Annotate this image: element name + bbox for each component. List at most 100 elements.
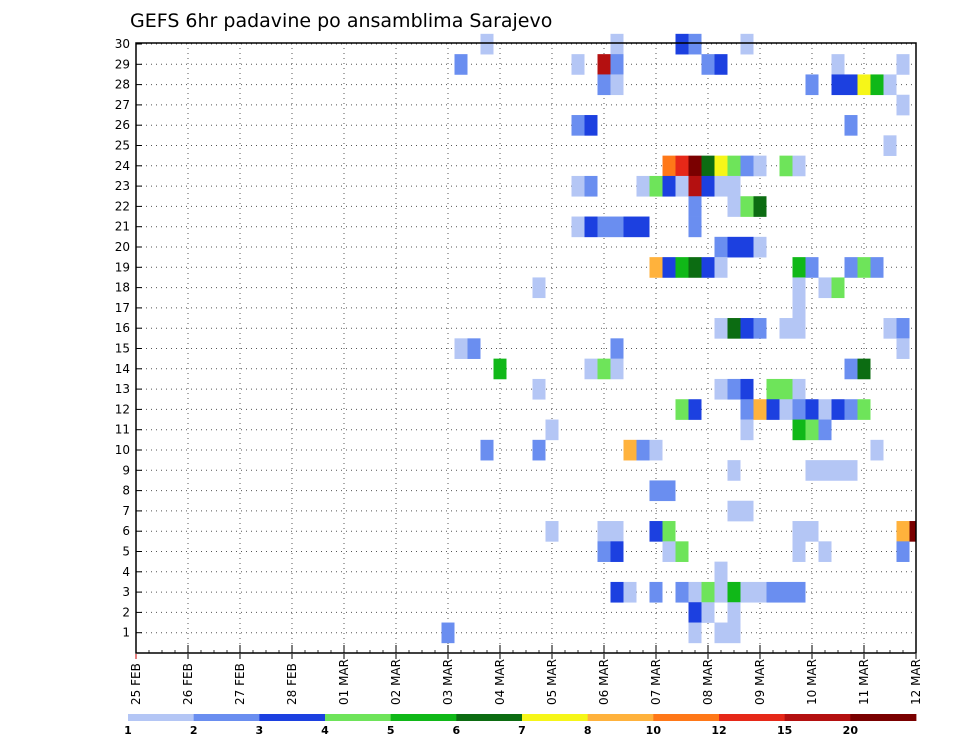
precip-cell	[753, 581, 767, 603]
precip-cell	[662, 521, 676, 542]
precip-cell	[675, 541, 689, 562]
colorbar-segment	[653, 714, 720, 721]
precip-cell	[597, 54, 611, 75]
precip-cell	[844, 257, 858, 278]
precip-cell	[727, 500, 741, 522]
precip-cell	[766, 581, 780, 603]
colorbar-segment	[390, 714, 457, 721]
precip-cell	[597, 541, 611, 562]
y-tick-label: 28	[115, 78, 130, 92]
precip-cell	[870, 439, 884, 461]
precip-cell	[818, 541, 832, 562]
precip-cell	[610, 358, 624, 380]
precip-cell	[584, 175, 598, 197]
precip-cell	[610, 33, 624, 55]
precip-cell	[688, 196, 702, 217]
precip-cell	[740, 500, 754, 522]
precip-cell	[662, 155, 676, 177]
precip-cell	[727, 622, 741, 644]
precip-cell	[584, 216, 598, 238]
precip-cell	[792, 521, 806, 542]
precip-cell	[623, 439, 637, 461]
precip-cell	[896, 521, 910, 542]
precip-cell	[636, 216, 650, 238]
y-tick-label: 11	[115, 423, 130, 437]
y-tick-label: 8	[122, 484, 130, 498]
y-tick-label: 20	[115, 240, 130, 254]
precip-cell	[688, 399, 702, 420]
colorbar-label: 6	[453, 724, 461, 737]
precip-cell	[649, 257, 663, 278]
colorbar-segment	[456, 714, 523, 721]
precip-cell	[688, 602, 702, 623]
precip-cell	[883, 135, 897, 156]
precip-cell	[623, 581, 637, 603]
precip-cell	[844, 399, 858, 420]
precip-cell	[701, 175, 715, 197]
precip-cell	[714, 581, 728, 603]
y-tick-label: 2	[122, 605, 130, 619]
x-tick-label: 25 FEB	[129, 663, 143, 705]
precip-cell	[610, 581, 624, 603]
precip-cell	[545, 419, 559, 441]
precip-cell	[675, 175, 689, 197]
colorbar-label: 15	[777, 724, 792, 737]
precip-cell	[766, 378, 780, 400]
precip-cell	[740, 378, 754, 400]
precip-cell	[792, 581, 806, 603]
precip-cell	[753, 196, 767, 217]
y-tick-label: 10	[115, 443, 130, 457]
precip-cell	[831, 277, 845, 299]
precip-cell	[727, 236, 741, 258]
precip-cell	[545, 521, 559, 542]
precip-cell	[662, 480, 676, 502]
precip-cell	[909, 521, 916, 542]
precip-cell	[571, 216, 585, 238]
precip-cell	[805, 419, 819, 441]
precip-cell	[805, 257, 819, 278]
precip-cell	[792, 541, 806, 562]
x-tick-label: 07 MAR	[649, 659, 663, 705]
y-tick-label: 25	[115, 139, 130, 153]
grid-layer	[136, 43, 916, 653]
precip-cell	[792, 257, 806, 278]
precip-cell	[714, 236, 728, 258]
precip-cell	[662, 175, 676, 197]
precip-cell	[480, 439, 494, 461]
precip-cell	[662, 541, 676, 562]
precip-cell	[649, 175, 663, 197]
precip-cell	[675, 155, 689, 177]
x-tick-label: 11 MAR	[857, 659, 871, 705]
x-tick-label: 26 FEB	[181, 663, 195, 705]
y-tick-label: 1	[122, 626, 130, 640]
x-tick-label: 10 MAR	[805, 659, 819, 705]
y-tick-label: 21	[115, 220, 130, 234]
precip-cell	[883, 74, 897, 96]
precip-cell	[883, 318, 897, 339]
precip-cell	[623, 216, 637, 238]
precip-cell	[753, 155, 767, 177]
precip-cell	[714, 561, 728, 583]
precip-cell	[727, 175, 741, 197]
precip-cell	[805, 521, 819, 542]
y-tick-label: 13	[115, 382, 130, 396]
precip-cell	[688, 257, 702, 278]
precip-cell	[805, 460, 819, 481]
precip-cell	[792, 399, 806, 420]
precip-cell	[441, 622, 455, 644]
precip-cell	[649, 581, 663, 603]
x-tick-label: 01 MAR	[337, 659, 351, 705]
x-tick-label: 04 MAR	[493, 659, 507, 705]
precip-cell	[571, 175, 585, 197]
precip-cell	[857, 257, 871, 278]
precip-cell	[779, 378, 793, 400]
precip-cell	[597, 74, 611, 96]
precip-cell	[857, 358, 871, 380]
precip-cell	[740, 419, 754, 441]
precip-cell	[610, 54, 624, 75]
colorbar-label: 10	[646, 724, 662, 737]
precip-cell	[740, 196, 754, 217]
precip-cell	[844, 358, 858, 380]
x-tick-label: 05 MAR	[545, 659, 559, 705]
